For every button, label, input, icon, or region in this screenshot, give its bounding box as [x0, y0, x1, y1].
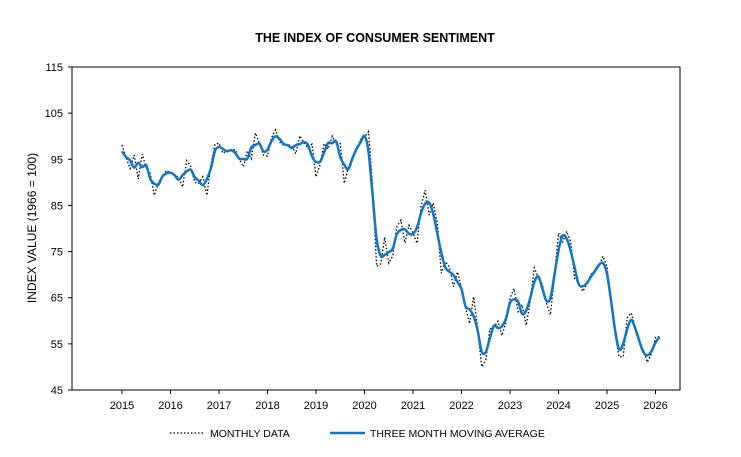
y-tick-label: 75	[51, 247, 63, 259]
y-tick-label: 105	[45, 108, 63, 120]
series-moving-average-line	[120, 134, 661, 357]
legend-label-moving-average: THREE MONTH MOVING AVERAGE	[370, 428, 545, 440]
x-tick-label: 2017	[207, 400, 231, 412]
series-monthly-data-line	[121, 128, 660, 369]
x-tick-label: 2019	[304, 400, 328, 412]
y-tick-label: 55	[51, 339, 63, 351]
x-tick-label: 2020	[352, 400, 376, 412]
y-axis-label: INDEX VALUE (1966 = 100)	[25, 153, 39, 303]
y-tick-label: 95	[51, 154, 63, 166]
x-tick-label: 2024	[546, 400, 570, 412]
x-tick-label: 2021	[401, 400, 425, 412]
y-tick-label: 115	[45, 62, 63, 74]
y-tick-label: 85	[51, 200, 63, 212]
x-tick-label: 2025	[595, 400, 619, 412]
x-tick-label: 2026	[643, 400, 667, 412]
x-tick-label: 2015	[110, 400, 134, 412]
plot-frame	[71, 66, 681, 391]
x-tick-label: 2022	[449, 400, 473, 412]
legend: MONTHLY DATA THREE MONTH MOVING AVERAGE	[170, 428, 545, 440]
y-tick-label: 65	[51, 293, 63, 305]
chart-title: THE INDEX OF CONSUMER SENTIMENT	[255, 31, 495, 45]
x-tick-label: 2016	[158, 400, 182, 412]
x-tick-label: 2018	[255, 400, 279, 412]
legend-label-monthly: MONTHLY DATA	[210, 428, 290, 440]
x-tick-label: 2023	[498, 400, 522, 412]
y-tick-label: 45	[51, 385, 63, 397]
